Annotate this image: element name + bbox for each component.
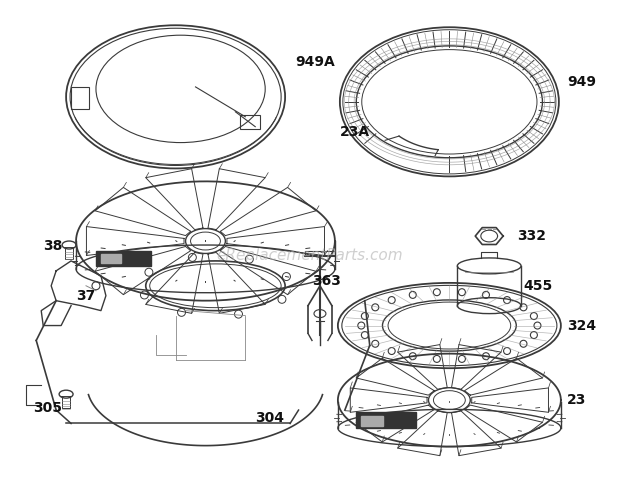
Bar — [356, 412, 415, 428]
Bar — [101, 254, 121, 263]
Text: 304: 304 — [255, 411, 284, 425]
Text: 949: 949 — [567, 75, 596, 89]
Text: 23: 23 — [567, 393, 587, 407]
Bar — [96, 251, 151, 266]
Text: 305: 305 — [33, 401, 62, 415]
Text: 38: 38 — [43, 239, 63, 253]
Text: 324: 324 — [567, 319, 596, 332]
Text: 23A: 23A — [340, 125, 370, 138]
Text: 363: 363 — [312, 274, 341, 288]
Text: 455: 455 — [523, 279, 552, 293]
Text: eReplacementParts.com: eReplacementParts.com — [216, 248, 404, 264]
Bar — [241, 115, 260, 129]
Text: 332: 332 — [517, 229, 546, 243]
Bar — [361, 416, 383, 426]
Text: 949A: 949A — [295, 55, 335, 69]
Text: 37: 37 — [76, 289, 95, 303]
Bar — [71, 87, 89, 109]
